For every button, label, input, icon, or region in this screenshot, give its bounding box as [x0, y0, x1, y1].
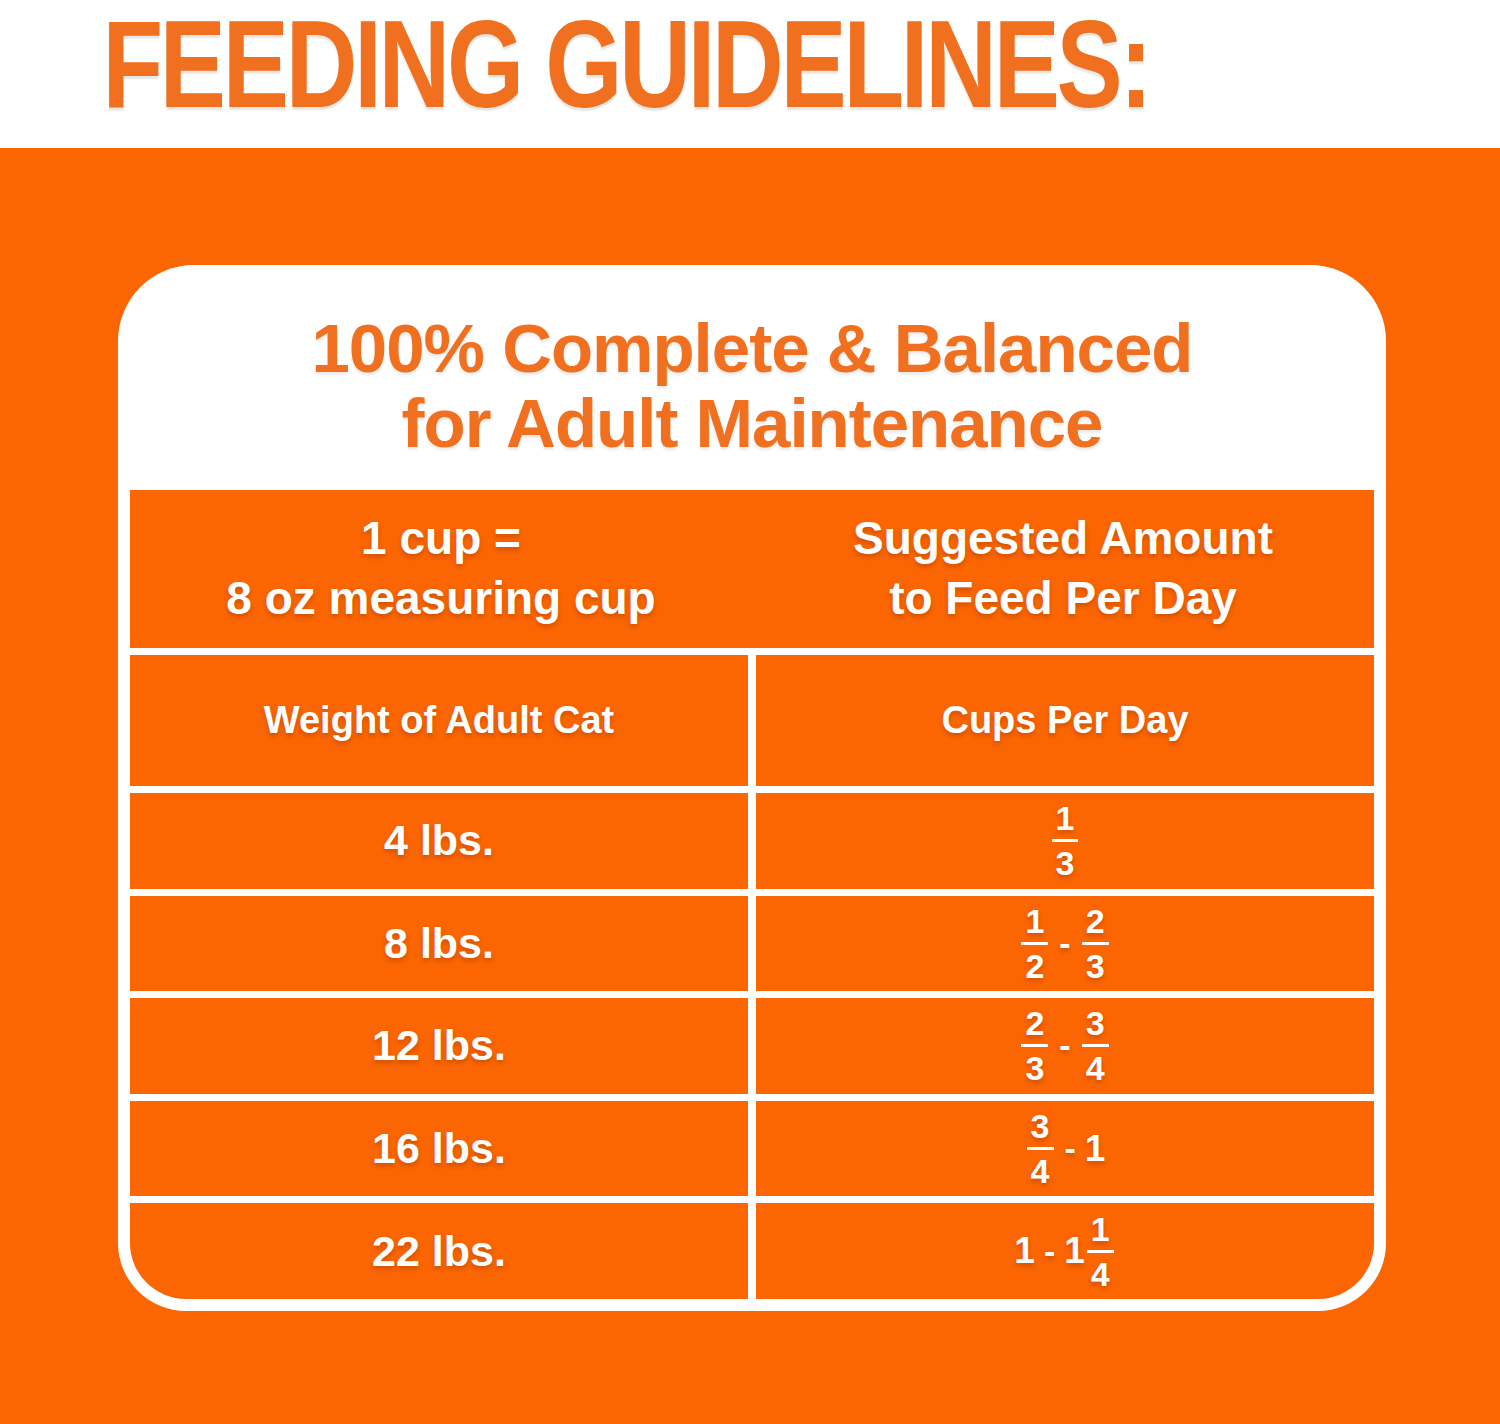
suggested-amount-line1: Suggested Amount [853, 509, 1273, 569]
feeding-guidelines-card: 100% Complete & Balanced for Adult Maint… [118, 265, 1386, 1311]
fraction: 13 [1052, 801, 1079, 880]
fraction: 12 [1021, 904, 1048, 983]
card-heading: 100% Complete & Balanced for Adult Maint… [118, 265, 1386, 490]
cups-cell: 1-114 [756, 1203, 1374, 1299]
cups-cell: 13 [756, 793, 1374, 889]
weight-cell: 16 lbs. [130, 1101, 748, 1197]
page-header: FEEDING GUIDELINES: [0, 0, 1500, 148]
cups-cell: 12-23 [756, 896, 1374, 992]
cups-cell: 34-1 [756, 1101, 1374, 1197]
card-heading-line2: for Adult Maintenance [402, 387, 1103, 462]
whole-number: 1 [1085, 1128, 1106, 1170]
suggested-amount-info: Suggested Amount to Feed Per Day [752, 509, 1374, 629]
fraction: 34 [1082, 1006, 1109, 1085]
weight-cell: 4 lbs. [130, 793, 748, 889]
cup-measure-info: 1 cup = 8 oz measuring cup [130, 509, 752, 629]
whole-number: 1 [1014, 1230, 1035, 1272]
cup-measure-line2: 8 oz measuring cup [226, 569, 655, 629]
cups-cell: 23-34 [756, 998, 1374, 1094]
fraction: 23 [1021, 1006, 1048, 1085]
page-title: FEEDING GUIDELINES: [0, 0, 1200, 126]
weight-cell: 12 lbs. [130, 998, 748, 1094]
card-heading-line1: 100% Complete & Balanced [312, 312, 1193, 387]
fraction: 14 [1087, 1212, 1114, 1291]
fraction: 34 [1027, 1109, 1054, 1188]
weight-cell: 22 lbs. [130, 1203, 748, 1299]
feeding-table: 1 cup = 8 oz measuring cup Suggested Amo… [130, 490, 1374, 1299]
orange-background: 100% Complete & Balanced for Adult Maint… [0, 148, 1500, 1424]
weight-cell: 8 lbs. [130, 896, 748, 992]
suggested-amount-line2: to Feed Per Day [889, 569, 1237, 629]
table-info-band: 1 cup = 8 oz measuring cup Suggested Amo… [130, 490, 1374, 648]
range-separator: - [1059, 1026, 1070, 1065]
fraction: 23 [1082, 904, 1109, 983]
column-header-weight: Weight of Adult Cat [130, 655, 748, 786]
column-header-cups: Cups Per Day [756, 655, 1374, 786]
whole-number: 1 [1064, 1230, 1085, 1272]
cup-measure-line1: 1 cup = [361, 509, 521, 569]
range-separator: - [1065, 1129, 1076, 1168]
range-separator: - [1059, 924, 1070, 963]
range-separator: - [1044, 1232, 1055, 1271]
